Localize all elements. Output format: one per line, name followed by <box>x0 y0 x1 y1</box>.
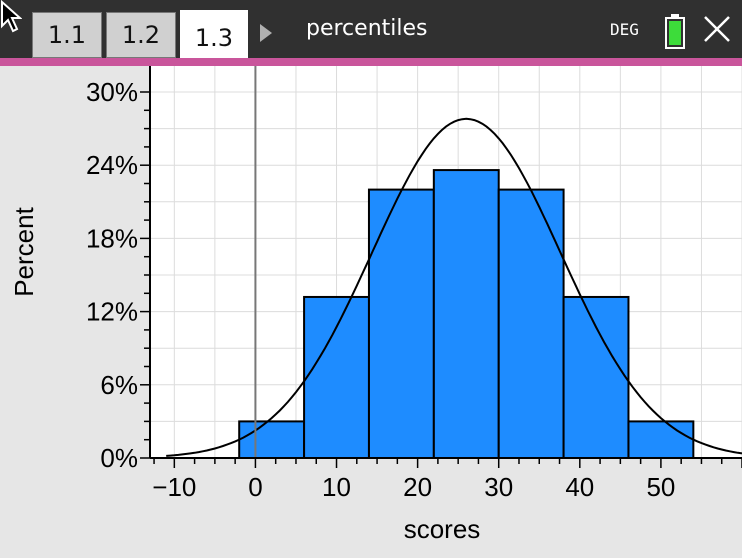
y-tick-label: 6% <box>100 370 138 400</box>
tab-1-1[interactable]: 1.1 <box>32 12 102 58</box>
top-bar: 1.1 1.2 1.3 percentiles DEG <box>0 0 742 66</box>
angle-mode-indicator: DEG <box>610 20 639 39</box>
x-tick-label: 0 <box>248 472 262 502</box>
close-icon[interactable] <box>702 14 732 44</box>
y-axis-label: Percent <box>9 206 39 296</box>
cursor-icon <box>1 0 22 33</box>
tab-1-3[interactable]: 1.3 <box>180 10 248 66</box>
x-tick-labels: −10 0 10 20 30 40 50 <box>152 472 675 502</box>
x-tick-label: 40 <box>565 472 594 502</box>
x-tick-label: −10 <box>152 472 196 502</box>
y-tick-labels: 0% 6% 12% 18% 24% 30% <box>86 77 138 473</box>
document-title: percentiles <box>306 16 428 41</box>
histogram-bar <box>367 188 435 459</box>
histogram-chart[interactable]: 0% 6% 12% 18% 24% 30% −10 0 10 20 30 40 50 scores P… <box>0 66 742 558</box>
histogram-bar <box>303 295 370 459</box>
histogram-bar <box>238 420 306 459</box>
axes <box>140 66 742 468</box>
x-tick-label: 30 <box>484 472 513 502</box>
y-tick-label: 24% <box>86 150 138 180</box>
battery-icon <box>665 14 685 49</box>
scroll-right-icon[interactable] <box>258 22 274 44</box>
y-tick-label: 18% <box>86 223 138 253</box>
x-tick-label: 50 <box>646 472 675 502</box>
histogram-bar <box>627 420 695 459</box>
x-tick-label: 20 <box>403 472 432 502</box>
histogram-bar <box>432 169 500 460</box>
y-tick-label: 0% <box>100 443 138 473</box>
accent-strip <box>0 58 742 66</box>
y-tick-label: 30% <box>86 77 138 107</box>
histogram-bar <box>562 295 630 459</box>
tab-1-2[interactable]: 1.2 <box>106 12 176 58</box>
histogram-bar <box>497 188 565 459</box>
x-tick-label: 10 <box>322 472 351 502</box>
y-tick-label: 12% <box>86 297 138 327</box>
normal-curve <box>166 117 742 457</box>
x-axis-label: scores <box>404 514 481 544</box>
